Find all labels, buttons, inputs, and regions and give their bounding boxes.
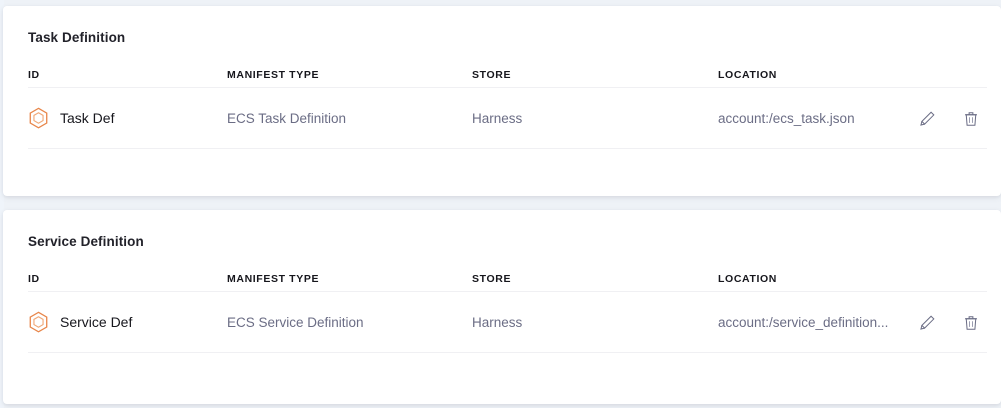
manifest-table: ID MANIFEST TYPE STORE LOCATION Task Def xyxy=(28,62,987,149)
cell-id: Task Def xyxy=(28,107,227,130)
column-header-id: ID xyxy=(28,68,40,81)
cell-store: Harness xyxy=(472,314,523,330)
manifest-table: ID MANIFEST TYPE STORE LOCATION Service … xyxy=(28,266,987,353)
column-header-store: STORE xyxy=(472,68,512,81)
column-header-location: LOCATION xyxy=(718,68,778,81)
cell-id: Service Def xyxy=(28,311,227,334)
task-definition-card: Task Definition ID MANIFEST TYPE STORE L… xyxy=(3,6,1001,196)
cell-actions xyxy=(913,107,987,129)
card-title: Task Definition xyxy=(28,30,126,45)
row-id-label: Service Def xyxy=(60,314,133,330)
trash-icon[interactable] xyxy=(960,311,982,333)
table-header-row: ID MANIFEST TYPE STORE LOCATION xyxy=(28,62,987,88)
column-header-store: STORE xyxy=(472,272,512,285)
table-header-row: ID MANIFEST TYPE STORE LOCATION xyxy=(28,266,987,292)
column-header-location: LOCATION xyxy=(718,272,778,285)
card-title: Service Definition xyxy=(28,234,144,249)
row-id-label: Task Def xyxy=(60,110,115,126)
cell-location: account:/service_definition... xyxy=(718,314,889,330)
edit-icon[interactable] xyxy=(916,311,938,333)
table-row[interactable]: Service Def ECS Service Definition Harne… xyxy=(28,292,987,353)
edit-icon[interactable] xyxy=(916,107,938,129)
cell-manifest-type: ECS Service Definition xyxy=(227,314,364,330)
table-row[interactable]: Task Def ECS Task Definition Harness acc… xyxy=(28,88,987,149)
column-header-manifest-type: MANIFEST TYPE xyxy=(227,68,320,81)
cell-actions xyxy=(913,311,987,333)
trash-icon[interactable] xyxy=(960,107,982,129)
column-header-manifest-type: MANIFEST TYPE xyxy=(227,272,320,285)
cell-manifest-type: ECS Task Definition xyxy=(227,110,347,126)
cell-location: account:/ecs_task.json xyxy=(718,110,855,126)
harness-hexagon-icon xyxy=(28,107,49,130)
cell-store: Harness xyxy=(472,110,523,126)
harness-hexagon-icon xyxy=(28,311,49,334)
service-definition-card: Service Definition ID MANIFEST TYPE STOR… xyxy=(3,210,1001,404)
column-header-id: ID xyxy=(28,272,40,285)
